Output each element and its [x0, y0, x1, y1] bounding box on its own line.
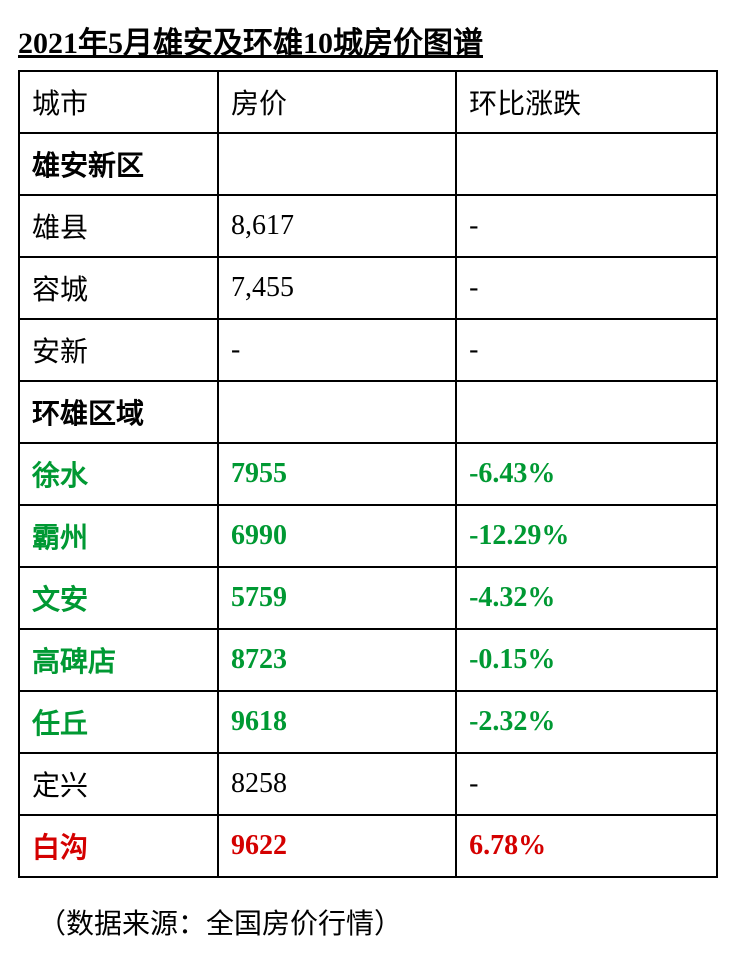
table-row: 任丘 9618 -2.32%: [19, 691, 717, 753]
empty-cell: [218, 133, 456, 195]
price-cell: 5759: [218, 567, 456, 629]
change-cell: -: [456, 319, 717, 381]
section-header-cell: 环雄区域: [19, 381, 218, 443]
empty-cell: [456, 133, 717, 195]
footer-source: （数据来源：全国房价行情）: [38, 902, 721, 942]
change-cell: -4.32%: [456, 567, 717, 629]
city-cell: 雄县: [19, 195, 218, 257]
empty-cell: [456, 381, 717, 443]
table-row: 文安 5759 -4.32%: [19, 567, 717, 629]
table-row: 定兴 8258 -: [19, 753, 717, 815]
change-cell: -6.43%: [456, 443, 717, 505]
price-cell: 8258: [218, 753, 456, 815]
header-price: 房价: [218, 71, 456, 133]
price-cell: 7,455: [218, 257, 456, 319]
change-cell: -: [456, 753, 717, 815]
price-cell: 8723: [218, 629, 456, 691]
city-cell: 白沟: [19, 815, 218, 877]
price-table: 城市 房价 环比涨跌 雄安新区 雄县 8,617 - 容城 7,455 - 安新…: [18, 70, 718, 878]
table-row: 高碑店 8723 -0.15%: [19, 629, 717, 691]
price-cell: 8,617: [218, 195, 456, 257]
price-cell: 9618: [218, 691, 456, 753]
change-cell: -: [456, 257, 717, 319]
city-cell: 霸州: [19, 505, 218, 567]
header-change: 环比涨跌: [456, 71, 717, 133]
price-cell: 7955: [218, 443, 456, 505]
change-cell: -0.15%: [456, 629, 717, 691]
change-cell: -2.32%: [456, 691, 717, 753]
change-cell: -: [456, 195, 717, 257]
empty-cell: [218, 381, 456, 443]
change-cell: -12.29%: [456, 505, 717, 567]
city-cell: 容城: [19, 257, 218, 319]
section-header-row: 雄安新区: [19, 133, 717, 195]
change-cell: 6.78%: [456, 815, 717, 877]
table-row: 霸州 6990 -12.29%: [19, 505, 717, 567]
city-cell: 安新: [19, 319, 218, 381]
table-row: 雄县 8,617 -: [19, 195, 717, 257]
price-cell: 9622: [218, 815, 456, 877]
section-header-cell: 雄安新区: [19, 133, 218, 195]
city-cell: 徐水: [19, 443, 218, 505]
city-cell: 高碑店: [19, 629, 218, 691]
table-row: 徐水 7955 -6.43%: [19, 443, 717, 505]
header-city: 城市: [19, 71, 218, 133]
city-cell: 定兴: [19, 753, 218, 815]
price-cell: 6990: [218, 505, 456, 567]
table-row: 安新 - -: [19, 319, 717, 381]
page-title: 2021年5月雄安及环雄10城房价图谱: [18, 18, 721, 62]
city-cell: 文安: [19, 567, 218, 629]
table-row: 容城 7,455 -: [19, 257, 717, 319]
price-cell: -: [218, 319, 456, 381]
table-row: 白沟 9622 6.78%: [19, 815, 717, 877]
table-header-row: 城市 房价 环比涨跌: [19, 71, 717, 133]
section-header-row: 环雄区域: [19, 381, 717, 443]
city-cell: 任丘: [19, 691, 218, 753]
